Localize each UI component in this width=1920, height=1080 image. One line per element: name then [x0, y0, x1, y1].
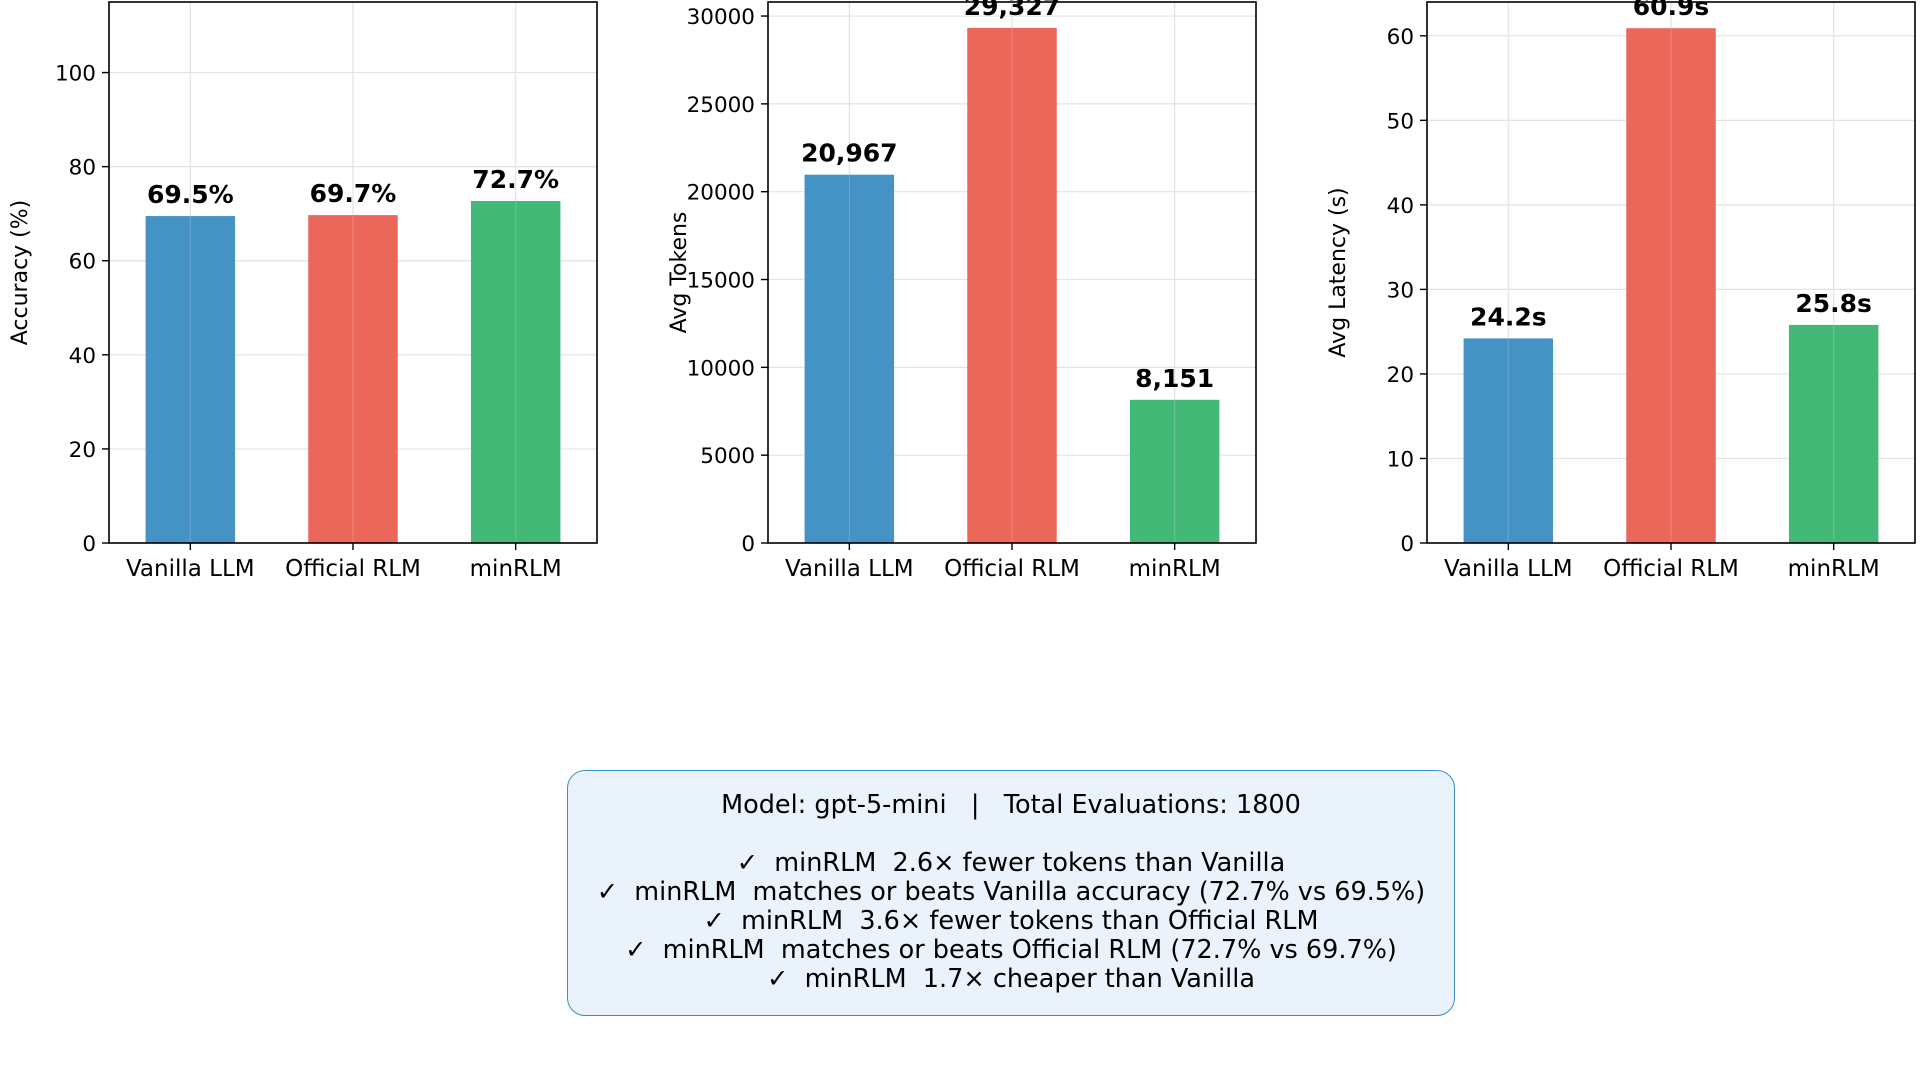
- x-tick-label: minRLM: [470, 556, 562, 582]
- bar-minrlm: [1129, 399, 1220, 543]
- y-tick-label: 10: [1387, 447, 1414, 472]
- y-axis-label: Accuracy (%): [8, 200, 33, 346]
- value-label: 29,327: [964, 0, 1060, 21]
- y-axis-label: Avg Tokens: [667, 212, 692, 334]
- y-axis-label: Avg Latency (s): [1326, 187, 1351, 357]
- y-tick-label: 100: [55, 62, 96, 87]
- value-label: 69.7%: [310, 179, 397, 208]
- y-tick-label: 20: [69, 438, 96, 463]
- y-tick-label: 20: [1387, 363, 1414, 388]
- summary-box: Model: gpt-5-mini | Total Evaluations: 1…: [567, 770, 1455, 1016]
- y-tick-label: 60: [69, 250, 96, 275]
- value-label: 20,967: [801, 139, 897, 168]
- y-tick-label: 30000: [687, 5, 755, 30]
- x-tick-label: Vanilla LLM: [126, 556, 255, 582]
- y-tick-label: 0: [1400, 532, 1414, 557]
- y-tick-label: 25000: [687, 93, 755, 118]
- y-tick-label: 0: [82, 532, 96, 557]
- summary-line-1: ✓ minRLM 2.6× fewer tokens than Vanilla: [736, 848, 1286, 878]
- y-tick-label: 10000: [687, 356, 755, 381]
- value-label: 24.2s: [1470, 302, 1547, 331]
- chart-tokens: 20,967 29,327 8,151 0 5000 10000 15000 20000 250…: [667, 0, 1257, 582]
- value-label: 60.9s: [1633, 0, 1710, 21]
- bar-vanilla-llm: [804, 174, 895, 543]
- bar-minrlm: [470, 200, 561, 544]
- bar-official-rlm: [308, 215, 398, 543]
- x-tick-label: Vanilla LLM: [785, 556, 914, 582]
- y-tick-label: 50: [1387, 109, 1414, 134]
- value-label: 25.8s: [1795, 289, 1872, 318]
- bar-official-rlm: [1626, 28, 1716, 543]
- y-tick-label: 80: [69, 156, 96, 181]
- bar-vanilla-llm: [1463, 338, 1554, 543]
- x-tick-label: minRLM: [1129, 556, 1221, 582]
- bar-official-rlm: [967, 27, 1057, 543]
- summary-line-3: ✓ minRLM 3.6× fewer tokens than Official…: [703, 906, 1319, 936]
- bar-vanilla-llm: [145, 216, 236, 543]
- y-tick-label: 20000: [687, 181, 755, 206]
- summary-header: Model: gpt-5-mini | Total Evaluations: 1…: [721, 790, 1301, 820]
- value-label: 69.5%: [147, 180, 234, 209]
- y-tick-label: 30: [1387, 278, 1414, 303]
- x-tick-label: Official RLM: [1603, 556, 1739, 582]
- y-tick-label: 5000: [700, 444, 755, 469]
- summary-line-4: ✓ minRLM matches or beats Official RLM (…: [625, 935, 1397, 965]
- y-tick-label: 40: [1387, 194, 1414, 219]
- y-tick-label: 60: [1387, 25, 1414, 50]
- x-tick-label: Official RLM: [944, 556, 1080, 582]
- value-label: 72.7%: [472, 165, 559, 194]
- chart-latency: 24.2s 60.9s 25.8s 0 10 20 30 40 50 60 Vanilla LLM O…: [1326, 0, 1916, 582]
- y-tick-label: 0: [741, 532, 755, 557]
- x-tick-label: minRLM: [1788, 556, 1880, 582]
- summary-line-5: ✓ minRLM 1.7× cheaper than Vanilla: [767, 964, 1255, 994]
- value-label: 8,151: [1135, 364, 1214, 393]
- bar-minrlm: [1788, 324, 1879, 543]
- x-tick-label: Vanilla LLM: [1444, 556, 1573, 582]
- x-tick-label: Official RLM: [285, 556, 421, 582]
- chart-accuracy: 69.5% 69.7% 72.7% 0 20 40 60 80 100 Vanilla LLM Of…: [8, 1, 598, 582]
- y-tick-label: 15000: [687, 269, 755, 294]
- summary-line-2: ✓ minRLM matches or beats Vanilla accura…: [596, 877, 1426, 907]
- y-tick-label: 40: [69, 344, 96, 369]
